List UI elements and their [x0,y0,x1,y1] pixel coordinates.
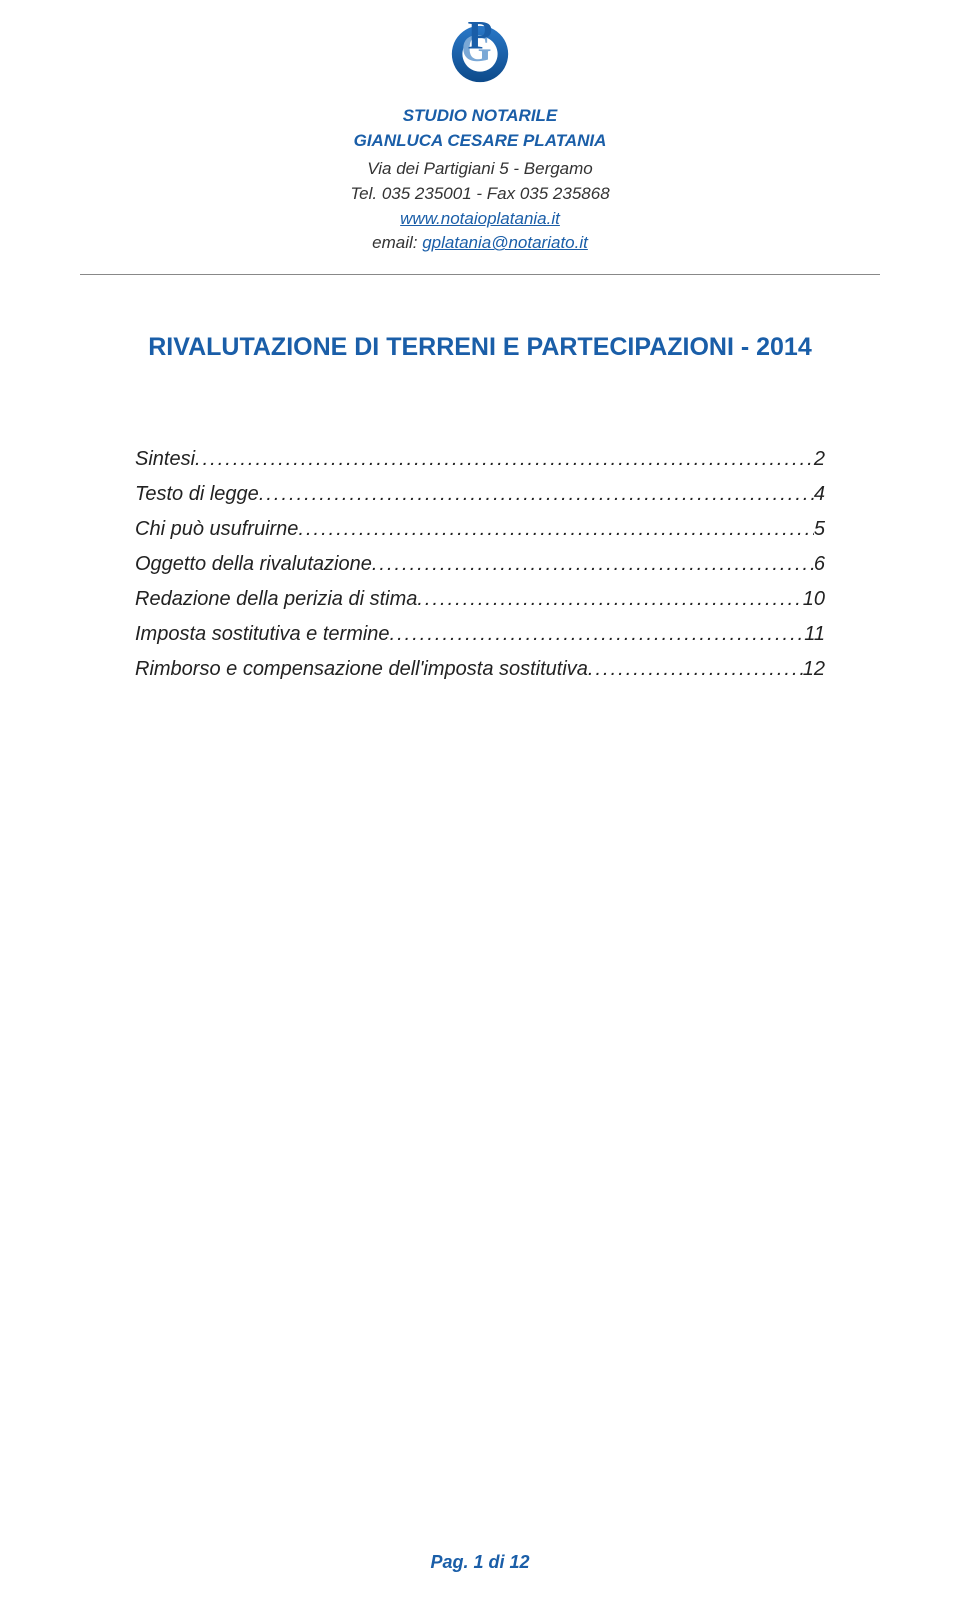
toc-leader-dots [390,617,805,652]
toc-item: Oggetto della rivalutazione 6 [135,547,825,582]
table-of-contents: Sintesi 2 Testo di legge 4 Chi può usufr… [80,442,880,687]
website-line: www.notaioplatania.it [80,207,880,232]
telephone-line: Tel. 035 235001 - Fax 035 235868 [80,182,880,207]
logo-wrap: G P [80,10,880,98]
toc-label: Sintesi [135,442,195,477]
toc-item: Imposta sostitutiva e termine 11 [135,617,825,652]
address-line: Via dei Partigiani 5 - Bergamo [80,157,880,182]
document-page: G P STUDIO NOTARILE GIANLUCA CESARE PLAT… [0,0,960,687]
toc-item: Rimborso e compensazione dell'imposta so… [135,652,825,687]
toc-label: Chi può usufruirne [135,512,298,547]
studio-label: STUDIO NOTARILE [80,104,880,129]
toc-page-number: 10 [803,582,825,617]
email-link[interactable]: gplatania@notariato.it [422,233,588,252]
logo-icon: G P [436,10,524,98]
email-prefix: email: [372,233,422,252]
toc-label: Testo di legge [135,477,259,512]
svg-text:P: P [468,13,493,58]
toc-page-number: 5 [814,512,825,547]
toc-label: Redazione della perizia di stima [135,582,417,617]
toc-item: Testo di legge 4 [135,477,825,512]
notary-name: GIANLUCA CESARE PLATANIA [80,129,880,154]
toc-leader-dots [417,582,802,617]
toc-page-number: 12 [803,652,825,687]
letterhead: G P STUDIO NOTARILE GIANLUCA CESARE PLAT… [80,10,880,274]
toc-page-number: 6 [814,547,825,582]
toc-item: Redazione della perizia di stima 10 [135,582,825,617]
toc-leader-dots [588,652,803,687]
website-link[interactable]: www.notaioplatania.it [400,209,560,228]
toc-leader-dots [259,477,814,512]
page-footer: Pag. 1 di 12 [0,1552,960,1573]
toc-item: Sintesi 2 [135,442,825,477]
toc-label: Oggetto della rivalutazione [135,547,372,582]
header-divider [80,274,880,275]
email-line: email: gplatania@notariato.it [80,231,880,256]
toc-page-number: 2 [814,442,825,477]
toc-leader-dots [372,547,814,582]
toc-leader-dots [298,512,813,547]
toc-label: Rimborso e compensazione dell'imposta so… [135,652,588,687]
toc-item: Chi può usufruirne 5 [135,512,825,547]
toc-leader-dots [195,442,814,477]
toc-label: Imposta sostitutiva e termine [135,617,390,652]
toc-page-number: 4 [814,477,825,512]
toc-page-number: 11 [804,617,825,652]
document-title: RIVALUTAZIONE DI TERRENI E PARTECIPAZION… [80,333,880,362]
